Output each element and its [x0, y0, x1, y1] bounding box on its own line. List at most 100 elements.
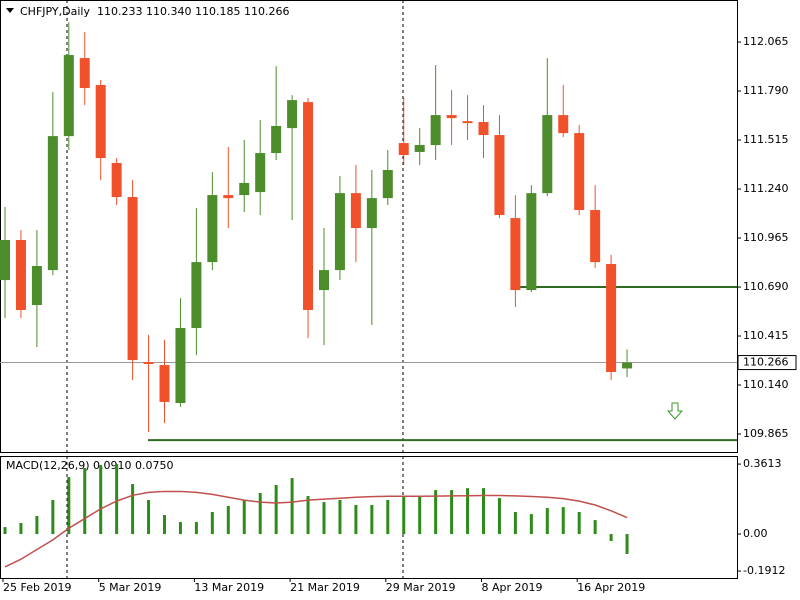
macd-bar [561, 507, 565, 535]
macd-bar [115, 464, 119, 535]
candle-body [462, 121, 473, 124]
macd-bar [609, 534, 613, 542]
candle-body [63, 55, 74, 137]
candle-body [287, 100, 298, 129]
candle-body [414, 145, 425, 152]
candle-body [526, 193, 537, 291]
macd-bar [99, 465, 103, 535]
candle-body [0, 239, 10, 281]
candle-body [255, 153, 266, 193]
macd-bar [163, 515, 166, 535]
macd-bar [450, 490, 454, 535]
macd-bar [83, 468, 87, 535]
candle-body [510, 218, 521, 291]
candle-body [622, 362, 633, 369]
macd-bar [194, 522, 198, 535]
quote: 110.233 110.340 110.185 110.266 [97, 5, 289, 18]
macd-bar [19, 523, 23, 535]
y-tick-label: 109.865 [743, 427, 789, 440]
candle-body [47, 136, 58, 271]
last-price-box [737, 355, 797, 371]
y-tick-label: 0.00 [743, 527, 768, 540]
macd-bar [3, 527, 7, 535]
macd-title: MACD(12,26,9) 0.0910 0.0750 [6, 459, 174, 472]
x-tick-label: 13 Mar 2019 [194, 581, 264, 594]
candle-body [127, 197, 138, 361]
candle-body [31, 265, 42, 306]
x-tick-label: 8 Apr 2019 [482, 581, 543, 594]
y-tick-label: -0.1912 [743, 564, 785, 577]
macd-bar [178, 522, 182, 535]
macd-bar [226, 505, 230, 535]
macd-bar [354, 504, 358, 535]
candle-body [111, 163, 122, 198]
macd-bar [386, 499, 390, 535]
signal-line [4, 490, 628, 568]
y-tick-label: 110.415 [743, 329, 789, 342]
macd-bar [35, 516, 39, 535]
macd-bar [131, 484, 135, 535]
candle-body [382, 169, 393, 199]
candle-body [446, 115, 457, 119]
macd-bar [466, 488, 470, 535]
candle-body [398, 143, 409, 156]
macd-bar [147, 499, 151, 535]
candle-body [558, 115, 569, 134]
candle-body [574, 133, 585, 211]
candle-body [79, 58, 90, 89]
candle-body [590, 210, 601, 263]
candle-body [366, 198, 377, 229]
candle-body [175, 327, 186, 404]
candle-body [350, 193, 361, 229]
candle-body [15, 239, 26, 311]
macd-bar [258, 492, 262, 535]
macd-bar [242, 499, 246, 535]
y-tick-label: 111.790 [743, 84, 789, 97]
x-tick-label: 21 Mar 2019 [290, 581, 360, 594]
main-frame [0, 0, 738, 453]
candle-body [159, 365, 170, 402]
chart-title: CHFJPY,Daily [20, 5, 90, 18]
macd-bar [67, 477, 71, 535]
candle-body [430, 115, 441, 146]
candle-body [223, 195, 234, 199]
candle-body [494, 135, 505, 216]
y-tick-label: 111.240 [743, 182, 789, 195]
macd-bar [577, 511, 581, 535]
y-tick-label: 0.3613 [743, 457, 782, 470]
x-tick-label: 29 Mar 2019 [386, 581, 456, 594]
candle-body [334, 193, 345, 271]
macd-bar [545, 508, 549, 535]
macd-bar [593, 520, 597, 535]
candle-body [319, 270, 329, 291]
y-tick-label: 110.690 [743, 280, 789, 293]
candle-body [95, 84, 106, 159]
macd-bar [51, 499, 55, 535]
macd-bar [497, 498, 501, 535]
candle-body [143, 362, 154, 364]
candle-body [303, 102, 314, 311]
candle-body [542, 115, 553, 194]
candle-body [478, 122, 489, 136]
candle-body [271, 125, 282, 154]
macd-bar [210, 511, 214, 535]
macd-bar [625, 534, 629, 554]
macd-bar [529, 514, 533, 535]
x-tick-label: 5 Mar 2019 [99, 581, 162, 594]
macd-bar [402, 496, 406, 535]
macd-bar [274, 485, 278, 535]
macd-bar [322, 502, 326, 535]
last-price-label: 110.266 [743, 356, 789, 369]
macd-bar [482, 488, 485, 535]
y-tick-label: 112.065 [743, 35, 789, 48]
macd-bar [370, 504, 374, 535]
down-arrow [666, 402, 684, 420]
macd-bar [418, 496, 422, 535]
x-tick-label: 25 Feb 2019 [3, 581, 71, 594]
macd-bar [434, 490, 438, 535]
x-tick-label: 16 Apr 2019 [577, 581, 645, 594]
y-tick-label: 111.515 [743, 133, 789, 146]
macd-frame [0, 456, 738, 579]
macd-bar [290, 478, 294, 535]
